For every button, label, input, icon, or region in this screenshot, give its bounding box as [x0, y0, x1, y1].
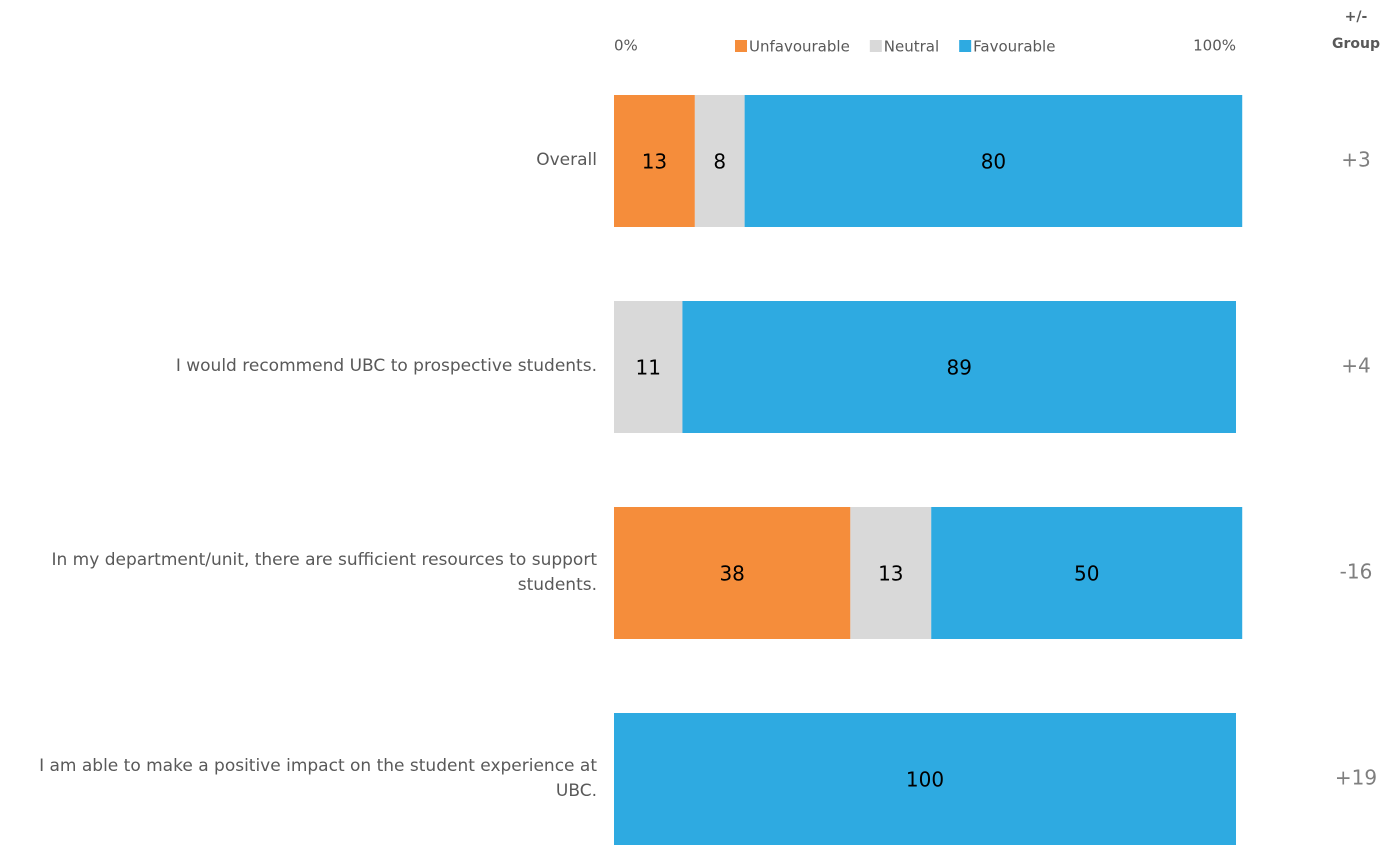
data-label: 13 — [878, 562, 903, 586]
data-label: 80 — [981, 150, 1006, 174]
group-diff: +19 — [1335, 766, 1377, 790]
data-label: 89 — [946, 356, 971, 380]
category-label-text: I am able to make a positive impact on t… — [39, 755, 597, 802]
category-label: I am able to make a positive impact on t… — [39, 755, 597, 802]
x-tick-label: 100% — [1193, 37, 1236, 55]
group-diff: +4 — [1341, 354, 1370, 378]
legend-swatch — [735, 40, 747, 52]
legend-label: Unfavourable — [749, 38, 850, 56]
bar-segment — [682, 301, 1236, 433]
data-label: 38 — [719, 562, 744, 586]
category-label-text: Overall — [536, 150, 597, 171]
legend-swatch — [869, 40, 882, 52]
legend-label: Neutral — [884, 38, 939, 56]
bar-segment — [694, 95, 745, 227]
category-label: Overall — [536, 150, 597, 171]
group-header: +/- — [1345, 9, 1368, 25]
legend-swatch — [959, 40, 972, 52]
bar-segment — [614, 301, 683, 433]
data-label: 100 — [906, 768, 944, 792]
data-label: 50 — [1074, 562, 1099, 586]
category-label-text: In my department/unit, there are suffici… — [51, 549, 597, 596]
bar-segment — [744, 95, 1243, 227]
bar-segment — [614, 95, 695, 227]
bar-segment — [614, 507, 851, 639]
bar-segment — [614, 713, 1236, 845]
group-header: Group — [1332, 36, 1380, 52]
legend-label: Favourable — [973, 38, 1055, 56]
category-label-text: I would recommend UBC to prospective stu… — [175, 356, 597, 377]
data-label: 11 — [635, 356, 660, 380]
category-label: I would recommend UBC to prospective stu… — [175, 356, 597, 377]
group-diff: +3 — [1341, 148, 1370, 172]
data-label: 8 — [713, 150, 726, 174]
data-label: 13 — [642, 150, 667, 174]
bar-segment — [850, 507, 932, 639]
category-label: In my department/unit, there are suffici… — [51, 549, 597, 596]
group-diff: -16 — [1340, 560, 1373, 584]
bar-segment — [931, 507, 1243, 639]
x-tick-label: 0% — [614, 37, 638, 55]
